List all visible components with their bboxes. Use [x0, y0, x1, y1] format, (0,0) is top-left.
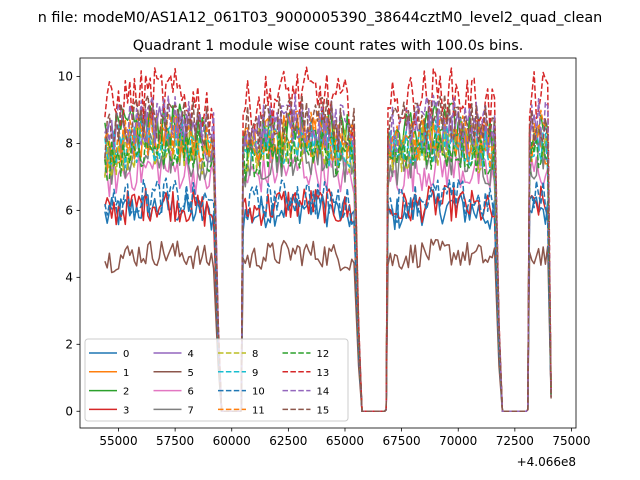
- legend-label-10: 10: [252, 387, 265, 398]
- y-axis: 0 2 4 6 8 10: [58, 70, 80, 419]
- figure-suptitle: n file: modeM0/AS1A12_061T03_9000005390_…: [38, 10, 603, 26]
- y-tick-label: 2: [65, 338, 73, 352]
- x-axis: 55000 57500 60000 62500 65000 67500 70000 72500…: [99, 428, 591, 448]
- x-tick-label: 70000: [439, 434, 477, 448]
- legend-label-12: 12: [317, 349, 330, 360]
- x-tick-label: 67500: [383, 434, 421, 448]
- legend-label-15: 15: [317, 405, 330, 416]
- series-line-15: [104, 93, 552, 413]
- y-tick-label: 8: [65, 137, 73, 151]
- series-line-9: [104, 116, 552, 413]
- x-tick-label: 57500: [156, 434, 194, 448]
- x-tick-label: 55000: [99, 434, 137, 448]
- x-offset-text: +4.066e8: [517, 455, 576, 469]
- series-line-10: [104, 177, 552, 413]
- legend-box: [84, 338, 349, 422]
- y-tick-label: 10: [58, 70, 73, 84]
- legend-label-11: 11: [252, 405, 265, 416]
- x-tick-label: 65000: [326, 434, 364, 448]
- x-tick-label: 60000: [213, 434, 251, 448]
- series-line-11: [104, 109, 552, 413]
- x-tick-label: 62500: [269, 434, 307, 448]
- legend-label-13: 13: [317, 368, 330, 379]
- legend-label-6: 6: [188, 387, 194, 398]
- series-line-3: [104, 184, 552, 413]
- series-layer: [104, 66, 552, 413]
- chart-title: Quadrant 1 module wise count rates with …: [133, 38, 524, 54]
- legend-label-3: 3: [123, 405, 129, 416]
- legend-label-4: 4: [188, 349, 194, 360]
- legend-label-0: 0: [123, 349, 129, 360]
- y-tick-label: 0: [65, 405, 73, 419]
- legend-label-1: 1: [123, 368, 129, 379]
- legend-label-5: 5: [188, 368, 194, 379]
- series-line-5: [104, 238, 552, 413]
- legend-label-2: 2: [123, 387, 129, 398]
- y-tick-label: 4: [65, 271, 73, 285]
- legend-label-8: 8: [252, 349, 258, 360]
- legend-label-9: 9: [252, 368, 258, 379]
- series-line-12: [104, 124, 552, 413]
- x-tick-label: 72500: [496, 434, 534, 448]
- axes-frame: [79, 57, 577, 429]
- series-line-13: [104, 66, 552, 413]
- series-line-14: [104, 93, 552, 413]
- y-tick-label: 6: [65, 204, 73, 218]
- x-tick-label: 75000: [552, 434, 590, 448]
- plot-area: 55000 57500 60000 62500 65000 67500 70000 72500…: [58, 57, 591, 469]
- legend-label-14: 14: [317, 387, 330, 398]
- legend-label-7: 7: [188, 405, 194, 416]
